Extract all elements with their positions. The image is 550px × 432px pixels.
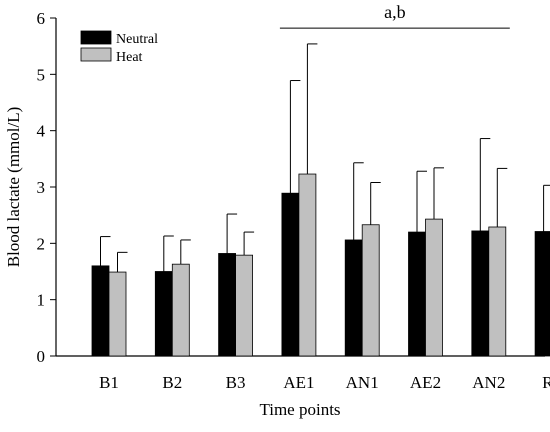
y-axis-ticks: 0 1 2 3 4 5 6 <box>37 9 56 366</box>
bar-neutral <box>91 265 110 357</box>
bar-heat <box>235 254 254 357</box>
legend-swatch-neutral <box>80 30 112 45</box>
y-tick-label: 6 <box>37 9 46 28</box>
legend-swatch-heat <box>80 47 112 62</box>
bar-heat <box>488 226 507 357</box>
x-tick-label: B2 <box>162 373 182 392</box>
y-tick-label: 2 <box>37 234 46 253</box>
legend: Neutral Heat <box>80 30 158 65</box>
bar-heat <box>425 218 443 357</box>
bar-neutral <box>154 271 173 357</box>
y-tick-label: 1 <box>37 291 46 310</box>
legend-label-heat: Heat <box>116 50 143 65</box>
y-tick-label: 3 <box>37 178 46 197</box>
legend-label-neutral: Neutral <box>116 32 158 47</box>
y-tick-label: 5 <box>37 65 46 84</box>
x-axis-tick-labels: B1 B2 B3 AE1 AN1 AE2 AN2 R1 <box>99 373 550 392</box>
bar-neutral <box>534 231 550 357</box>
bar-neutral <box>218 253 237 357</box>
significance-label: a,b <box>384 2 406 22</box>
bars-layer <box>91 173 550 357</box>
x-tick-label: AE1 <box>283 373 314 392</box>
y-tick-label: 4 <box>37 122 46 141</box>
y-tick-label: 0 <box>37 347 46 366</box>
x-tick-label: AN2 <box>472 373 505 392</box>
y-axis-title: Blood lactate (mmol/L) <box>4 107 23 268</box>
bar-heat <box>361 224 380 357</box>
x-tick-label: B1 <box>99 373 119 392</box>
x-tick-label: R1 <box>542 373 550 392</box>
bar-heat <box>171 263 190 357</box>
significance-annotation: a,b <box>279 2 510 29</box>
bar-neutral <box>471 230 490 357</box>
x-tick-label: AN1 <box>346 373 379 392</box>
x-axis-title: Time points <box>259 400 340 419</box>
x-tick-label: B3 <box>226 373 246 392</box>
bar-neutral <box>281 192 300 357</box>
bar-heat <box>298 173 317 357</box>
bar-neutral <box>344 239 363 357</box>
bar-neutral <box>408 231 426 357</box>
error-bars-layer <box>100 43 550 273</box>
x-tick-label: AE2 <box>410 373 441 392</box>
bar-heat <box>108 271 127 357</box>
